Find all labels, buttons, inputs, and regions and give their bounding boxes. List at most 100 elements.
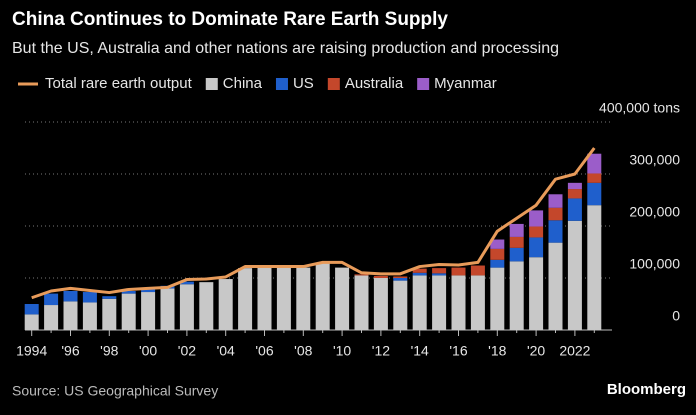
- bar-segment: [567, 198, 582, 221]
- bar-segment: [160, 288, 175, 330]
- bar-segment: [354, 274, 369, 276]
- bar-segment: [63, 301, 78, 330]
- x-tick-label: '10: [333, 343, 351, 359]
- bar-segment: [24, 314, 39, 330]
- bar-segment: [24, 304, 39, 315]
- bar-segment: [567, 189, 582, 199]
- bar-segment: [315, 262, 330, 330]
- y-tick-label: 0: [672, 308, 680, 324]
- legend-label: China: [223, 75, 263, 92]
- bar-segment: [509, 261, 524, 330]
- bar-segment: [509, 236, 524, 248]
- bar-segment: [393, 276, 408, 278]
- bar-segment: [490, 259, 505, 268]
- legend-label: US: [293, 75, 314, 92]
- y-tick-label: 400,000 tons: [599, 100, 680, 116]
- bar-segment: [63, 291, 78, 302]
- y-tick-label: 100,000: [629, 256, 680, 272]
- bar-segment: [121, 293, 136, 330]
- bar-segment: [451, 275, 466, 330]
- bar-segment: [393, 278, 408, 281]
- source: Source: US Geographical Survey: [12, 383, 218, 399]
- bar-segment: [432, 268, 447, 274]
- x-tick-label: '18: [488, 343, 506, 359]
- bar-segment: [587, 173, 602, 183]
- bar-segment: [548, 220, 563, 243]
- bar-segment: [509, 223, 524, 237]
- bar-segment: [44, 305, 59, 330]
- bar-segment: [529, 226, 544, 238]
- bar-segment: [567, 182, 582, 190]
- x-tick-label: '16: [449, 343, 467, 359]
- legend-swatch: [205, 78, 218, 90]
- bar-segment: [587, 205, 602, 330]
- chart-title: China Continues to Dominate Rare Earth S…: [12, 9, 448, 30]
- bar-segment: [393, 280, 408, 330]
- legend-label: Australia: [345, 75, 404, 92]
- x-tick-label: '04: [217, 343, 235, 359]
- bar-segment: [44, 293, 59, 306]
- bar-segment: [276, 267, 291, 330]
- x-tick-label: '14: [411, 343, 429, 359]
- bar-segment: [179, 281, 194, 285]
- bar-segment: [141, 289, 156, 293]
- bar-segment: [470, 275, 485, 330]
- bar-segment: [354, 275, 369, 330]
- bar-segment: [432, 273, 447, 276]
- bar-segment: [257, 267, 272, 330]
- bar-segment: [373, 278, 388, 330]
- bar-segment: [432, 275, 447, 330]
- bar-segment: [509, 247, 524, 262]
- bar-segment: [490, 239, 505, 249]
- x-tick-label: 2022: [559, 343, 590, 359]
- bar-segment: [587, 182, 602, 206]
- bar-segment: [238, 268, 253, 330]
- bar-segment: [567, 220, 582, 330]
- x-tick-label: 1994: [16, 343, 47, 359]
- chart-subtitle: But the US, Australia and other nations …: [12, 40, 559, 57]
- x-tick-label: '98: [100, 343, 118, 359]
- bar-segment: [529, 257, 544, 330]
- bar-segment: [121, 291, 136, 294]
- bar-segment: [412, 272, 427, 276]
- y-tick-label: 300,000: [629, 152, 680, 168]
- bar-segment: [470, 265, 485, 276]
- bar-segment: [102, 296, 117, 299]
- bar-segment: [548, 207, 563, 221]
- bar-segment: [412, 275, 427, 330]
- x-tick-label: '96: [61, 343, 79, 359]
- bar-segment: [412, 268, 427, 273]
- bar-segment: [141, 292, 156, 330]
- bar-segment: [451, 267, 466, 276]
- bar-segment: [199, 282, 214, 330]
- bar-segment: [529, 210, 544, 227]
- bar-segment: [587, 153, 602, 174]
- bar-segment: [179, 284, 194, 330]
- x-tick-label: '06: [255, 343, 273, 359]
- bar-segment: [82, 292, 97, 303]
- bar-segment: [335, 267, 350, 330]
- x-tick-label: '20: [527, 343, 545, 359]
- total-line: [31, 147, 596, 300]
- legend-label: Myanmar: [434, 75, 497, 92]
- bar-segment: [490, 248, 505, 260]
- x-tick-label: '00: [139, 343, 157, 359]
- legend-label: Total rare earth output: [45, 75, 193, 92]
- x-tick-label: '08: [294, 343, 312, 359]
- brand: Bloomberg: [607, 381, 686, 398]
- bar-segment: [218, 279, 233, 330]
- x-tick-label: '12: [372, 343, 390, 359]
- bar-segment: [296, 267, 311, 330]
- bar-segment: [548, 242, 563, 330]
- x-tick-label: '02: [178, 343, 196, 359]
- bar-segment: [529, 237, 544, 258]
- bar-segment: [490, 267, 505, 330]
- legend-swatch: [417, 78, 430, 90]
- bar-segment: [373, 275, 388, 278]
- bar-segment: [548, 194, 563, 208]
- legend-swatch: [327, 78, 340, 90]
- bar-segment: [102, 298, 117, 330]
- legend-swatch: [275, 78, 288, 90]
- bar-segment: [82, 302, 97, 330]
